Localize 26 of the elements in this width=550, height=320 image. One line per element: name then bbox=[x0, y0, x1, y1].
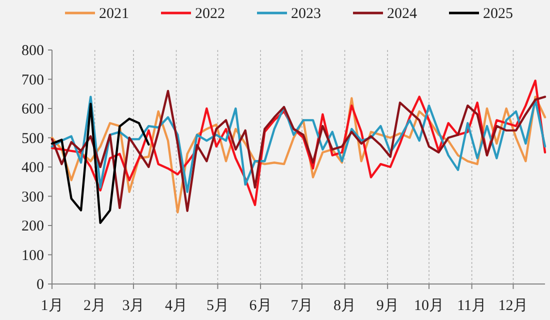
y-tick-label: 600 bbox=[22, 102, 44, 118]
x-tick-label: 10月 bbox=[414, 298, 444, 314]
x-tick-label: 9月 bbox=[376, 298, 399, 314]
legend-label: 2025 bbox=[483, 6, 513, 22]
y-tick-label: 0 bbox=[36, 277, 44, 293]
x-tick-label: 7月 bbox=[290, 298, 314, 314]
legend-label: 2023 bbox=[291, 6, 321, 22]
x-tick-label: 8月 bbox=[334, 298, 356, 314]
legend-label: 2021 bbox=[99, 6, 129, 22]
y-tick-label: 400 bbox=[22, 160, 44, 176]
x-tick-label: 4月 bbox=[165, 298, 188, 314]
x-tick-label: 12月 bbox=[498, 298, 528, 314]
y-tick-label: 500 bbox=[22, 130, 44, 147]
x-tick-label: 1月 bbox=[40, 298, 64, 314]
x-tick-label: 3月 bbox=[122, 298, 145, 314]
x-tick-label: 5月 bbox=[206, 298, 229, 314]
y-tick-label: 300 bbox=[22, 189, 44, 206]
legend-label: 2024 bbox=[387, 6, 418, 22]
x-tick-label: 11月 bbox=[457, 298, 487, 314]
y-tick-label: 700 bbox=[22, 72, 44, 88]
y-tick-label: 100 bbox=[22, 248, 44, 264]
y-tick-label: 800 bbox=[22, 43, 44, 59]
y-tick-label: 200 bbox=[22, 218, 44, 234]
x-tick-label: 2月 bbox=[84, 298, 106, 314]
x-tick-label: 6月 bbox=[249, 298, 272, 314]
legend-label: 2022 bbox=[195, 6, 225, 22]
